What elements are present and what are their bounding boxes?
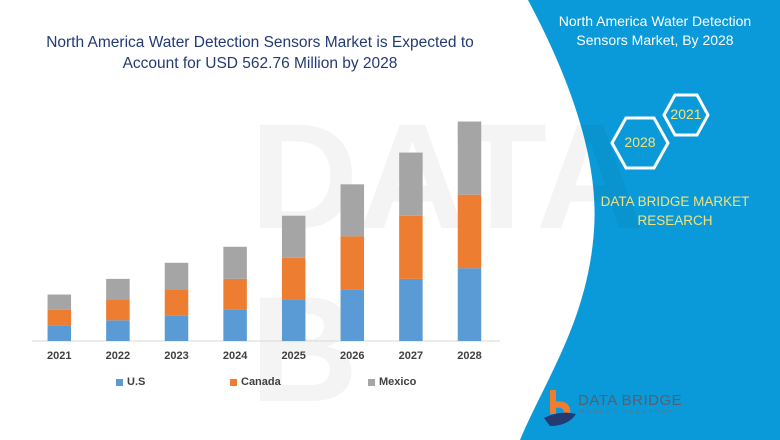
x-tick-label: 2028 xyxy=(457,350,482,362)
x-tick-label: 2025 xyxy=(281,350,306,362)
x-tick-label: 2021 xyxy=(47,350,72,362)
bar-2023-us xyxy=(164,315,189,341)
brand-text: DATA BRIDGE MARKET RESEARCH xyxy=(600,194,750,228)
bar-2024-us xyxy=(223,309,247,341)
bar-2026-mexico xyxy=(340,184,365,237)
x-tick-label: 2027 xyxy=(398,350,424,362)
bar-2021-canada xyxy=(47,309,72,326)
legend-label: U.S xyxy=(127,376,146,388)
hexagon-2028 xyxy=(610,116,670,170)
x-tick-label: 2026 xyxy=(340,350,365,362)
logo-subtext: MARKET RESEARCH xyxy=(580,409,675,415)
bar-2022-canada xyxy=(106,299,130,321)
legend-item-canada: Canada xyxy=(230,376,281,388)
bar-2023-canada xyxy=(164,289,189,316)
bar-2024-canada xyxy=(223,278,247,310)
page-title: North America Water Detection Sensors Ma… xyxy=(46,34,474,72)
bar-2028-canada xyxy=(457,194,482,269)
bar-2026-canada xyxy=(340,236,365,290)
bar-2021-mexico xyxy=(47,294,72,310)
bar-2021-us xyxy=(47,325,72,341)
blue-panel xyxy=(520,0,780,440)
x-tick-label: 2022 xyxy=(105,350,131,362)
watermark: DATA B xyxy=(250,90,780,436)
bar-2025-us xyxy=(281,299,306,341)
bar-2024-mexico xyxy=(223,246,247,279)
hexagon-2021 xyxy=(662,93,710,137)
legend-item-us: U.S xyxy=(116,376,145,388)
bar-2022-us xyxy=(106,320,130,341)
bar-2027-canada xyxy=(399,215,423,279)
bar-2026-us xyxy=(340,289,365,341)
bar-2025-canada xyxy=(281,257,306,300)
bar-2027-us xyxy=(399,278,423,341)
legend-swatch xyxy=(116,378,123,386)
legend-label: Mexico xyxy=(379,376,417,388)
legend-item-mexico: Mexico xyxy=(368,376,416,388)
x-tick-label: 2024 xyxy=(222,350,248,362)
hex-label-2028: 2028 xyxy=(624,134,656,150)
legend-swatch xyxy=(230,378,237,386)
logo-text: DATA BRIDGE xyxy=(578,392,683,409)
logo-icon xyxy=(544,390,576,426)
stacked-bar-chart xyxy=(32,121,500,342)
bar-2027-mexico xyxy=(399,152,423,216)
hex-label-2021: 2021 xyxy=(670,106,702,122)
bar-2028-mexico xyxy=(457,121,482,195)
bar-2023-mexico xyxy=(164,262,189,290)
legend-label: Canada xyxy=(241,376,281,388)
x-tick-label: 2023 xyxy=(164,350,189,362)
bar-2022-mexico xyxy=(106,278,130,300)
side-panel-title: North America Water Detection Sensors Ma… xyxy=(558,13,752,48)
bar-2025-mexico xyxy=(281,215,306,258)
bar-2028-us xyxy=(457,268,482,341)
legend-swatch xyxy=(368,378,375,386)
